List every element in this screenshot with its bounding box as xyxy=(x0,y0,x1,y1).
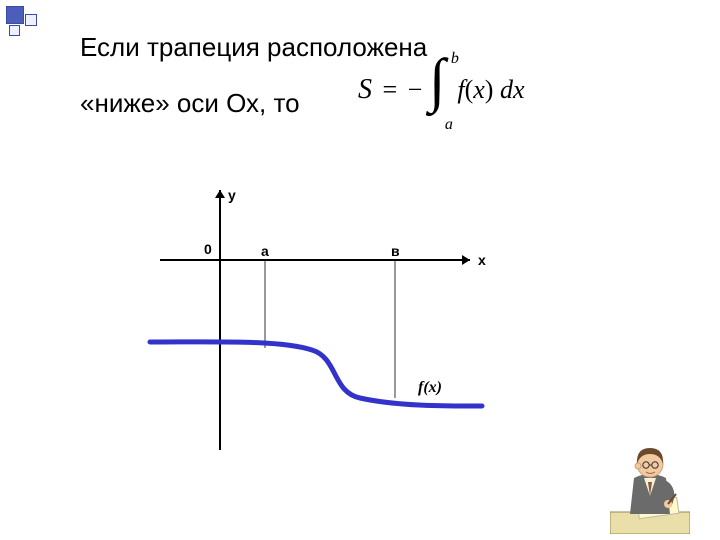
svg-text:0: 0 xyxy=(204,241,212,257)
svg-text:y: y xyxy=(228,187,236,203)
integral-formula: S = − ∫ b a f(x) dx xyxy=(358,60,525,124)
svg-text:а: а xyxy=(261,243,269,259)
formula-lhs: S xyxy=(358,74,372,105)
svg-text:в: в xyxy=(391,243,400,259)
teacher-clipart-icon xyxy=(610,434,690,534)
integral-upper-bound: b xyxy=(451,50,459,68)
integral-sign: ∫ b a xyxy=(429,60,451,124)
svg-text:f(x): f(x) xyxy=(418,379,442,396)
differential: dx xyxy=(500,75,525,104)
formula-minus: − xyxy=(408,75,423,104)
formula-eq: = xyxy=(379,75,402,104)
svg-text:x: x xyxy=(478,252,486,268)
integral-lower-bound: a xyxy=(445,116,453,134)
curve-chart: x y 0 а в f(x) xyxy=(160,190,500,460)
body-text-line-1: Если трапеция расположена xyxy=(80,32,427,63)
body-text-line-2: «ниже» оси Ох, то xyxy=(80,88,300,119)
integrand: f(x) xyxy=(457,75,500,104)
slide-bullet-icon xyxy=(6,6,42,42)
